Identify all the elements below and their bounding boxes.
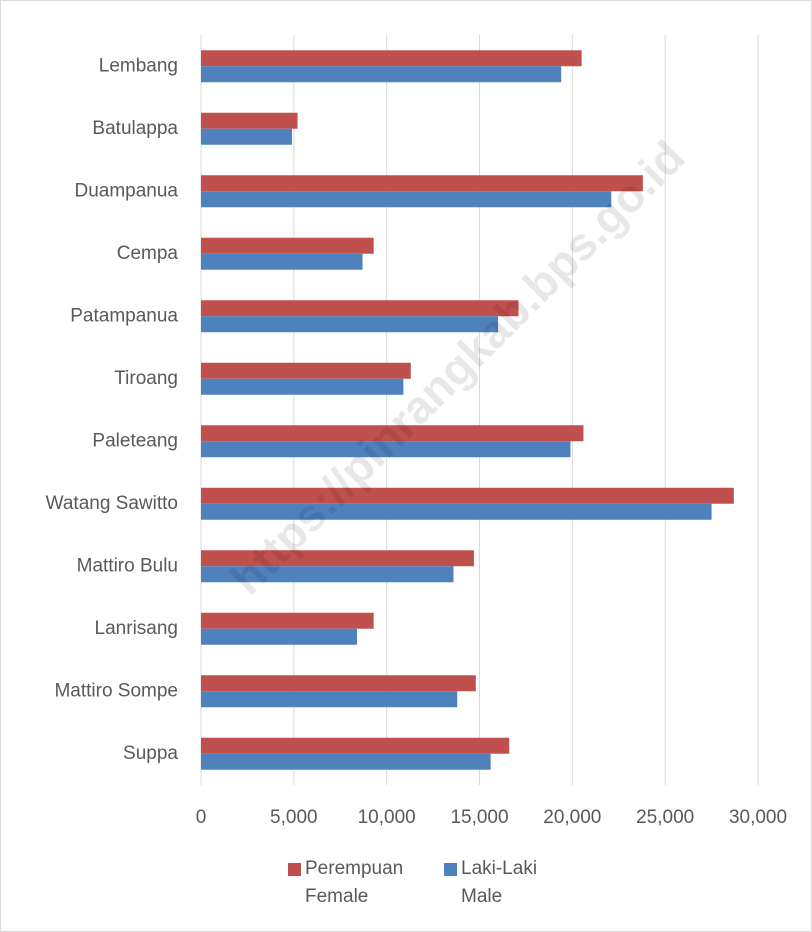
legend-label: Laki-Laki Male xyxy=(461,858,538,907)
bar xyxy=(201,237,374,254)
bar xyxy=(201,487,734,504)
x-tick-label: 15,000 xyxy=(450,807,508,828)
x-tick-label: 0 xyxy=(196,807,207,828)
bar xyxy=(201,175,643,192)
bar xyxy=(201,316,499,333)
bar xyxy=(201,737,510,754)
bar xyxy=(201,441,571,458)
bar xyxy=(201,628,357,645)
x-tick-label: 10,000 xyxy=(358,807,416,828)
bar xyxy=(201,612,374,629)
bar xyxy=(201,191,612,208)
y-tick-label: Mattiro Sompe xyxy=(54,680,178,701)
legend-swatch xyxy=(444,863,457,876)
x-tick-label: 25,000 xyxy=(636,807,694,828)
bar xyxy=(201,66,562,83)
bar xyxy=(201,378,404,395)
x-tick-label: 20,000 xyxy=(543,807,601,828)
bar xyxy=(201,691,458,708)
y-tick-label: Watang Sawitto xyxy=(46,493,178,514)
y-tick-label: Patampanua xyxy=(70,305,178,326)
y-tick-label: Lanrisang xyxy=(95,618,178,639)
y-tick-label: Mattiro Bulu xyxy=(77,555,178,576)
y-tick-label: Paleteang xyxy=(92,430,178,451)
bar xyxy=(201,503,712,520)
legend-label: Perempuan Female xyxy=(305,858,404,907)
bar xyxy=(201,300,519,317)
x-tick-label: 5,000 xyxy=(270,807,318,828)
y-tick-label: Batulappa xyxy=(92,118,178,139)
bar xyxy=(201,753,491,770)
y-tick-label: Tiroang xyxy=(114,368,178,389)
bar xyxy=(201,425,584,442)
x-tick-label: 30,000 xyxy=(729,807,787,828)
bar xyxy=(201,50,582,67)
bar xyxy=(201,253,363,270)
bar xyxy=(201,566,454,583)
y-tick-label: Lembang xyxy=(99,55,178,76)
bar xyxy=(201,550,474,567)
legend-item: Perempuan Female xyxy=(305,858,404,907)
bar xyxy=(201,128,292,145)
bar xyxy=(201,675,476,692)
bar xyxy=(201,362,411,379)
y-tick-label: Duampanua xyxy=(74,180,178,201)
bar xyxy=(201,112,298,129)
y-tick-label: Suppa xyxy=(123,743,178,764)
legend-item: Laki-Laki Male xyxy=(461,858,538,907)
legend-swatch xyxy=(288,863,301,876)
y-tick-label: Cempa xyxy=(117,243,179,264)
